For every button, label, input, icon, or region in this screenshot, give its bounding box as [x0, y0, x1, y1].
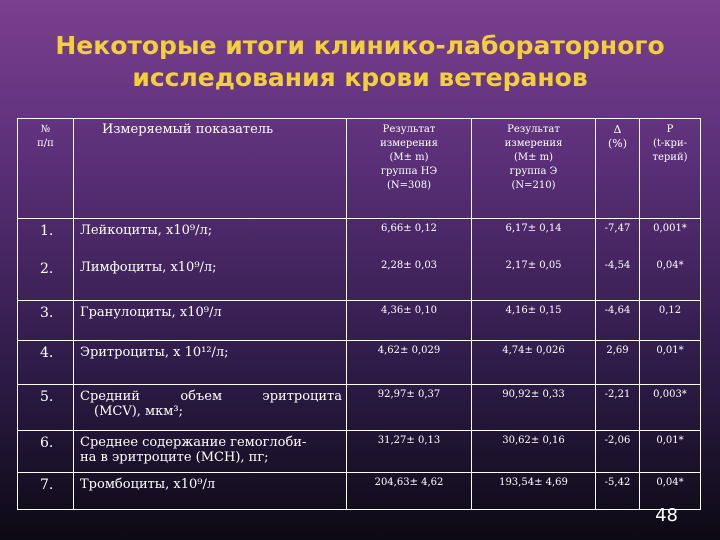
header-delta: Δ (%)	[595, 118, 640, 219]
row-number: 6.	[17, 430, 74, 473]
header-indicator: Измеряемый показатель	[73, 118, 347, 219]
page-number: 48	[655, 505, 678, 526]
row-result-ne: 6,66± 0,12 2,28± 0,03	[346, 218, 472, 301]
row-number: 1. 2.	[17, 218, 74, 301]
row-result-e: 193,54± 4,69	[471, 472, 596, 510]
row-result-ne: 92,97± 0,37	[346, 384, 472, 431]
table-row: 1. 2. Лейкоциты, х10⁹/л; Лимфоциты, х10⁹…	[17, 218, 701, 301]
row-delta: -5,42	[595, 472, 640, 510]
slide-title-line-2: исследования крови ветеранов	[132, 63, 588, 92]
header-number: № п/п	[17, 118, 74, 219]
row-number: 7.	[17, 472, 74, 510]
table-row: 6. Среднее содержание гемоглоби- на в эр…	[17, 430, 701, 473]
row-delta: -2,06	[595, 430, 640, 473]
row-result-e: 30,62± 0,16	[471, 430, 596, 473]
table-row: 7. Тромбоциты, х10⁹/л 204,63± 4,62 193,5…	[17, 472, 701, 510]
row-indicator: Тромбоциты, х10⁹/л	[73, 472, 347, 510]
table-row: 3. Гранулоциты, х10⁹/л 4,36± 0,10 4,16± …	[17, 300, 701, 341]
row-delta: -2,21	[595, 384, 640, 431]
row-result-ne: 4,62± 0,029	[346, 340, 472, 385]
row-delta: -7,47 -4,54	[595, 218, 640, 301]
row-p-value: 0,003*	[639, 384, 701, 431]
slide-title: Некоторые итоги клинико-лабораторного ис…	[0, 30, 720, 94]
table-header-row: № п/п Измеряемый показатель Результат из…	[17, 118, 701, 219]
row-result-e: 90,92± 0,33	[471, 384, 596, 431]
row-number: 5.	[17, 384, 74, 431]
row-indicator: Лейкоциты, х10⁹/л; Лимфоциты, х10⁹/л;	[73, 218, 347, 301]
row-number: 4.	[17, 340, 74, 385]
row-result-ne: 31,27± 0,13	[346, 430, 472, 473]
row-indicator: Эритроциты, х 10¹²/л;	[73, 340, 347, 385]
row-indicator: Средний объем эритроцита (MCV), мкм³;	[73, 384, 347, 431]
header-p-value: Р (t-кри- терий)	[639, 118, 701, 219]
row-result-ne: 204,63± 4,62	[346, 472, 472, 510]
row-p-value: 0,12	[639, 300, 701, 341]
row-number: 3.	[17, 300, 74, 341]
table-row: 5. Средний объем эритроцита (MCV), мкм³;…	[17, 384, 701, 431]
row-p-value: 0,01*	[639, 340, 701, 385]
row-p-value: 0,01*	[639, 430, 701, 473]
slide-title-line-1: Некоторые итоги клинико-лабораторного	[55, 31, 665, 60]
row-result-e: 4,74± 0,026	[471, 340, 596, 385]
row-delta: 2,69	[595, 340, 640, 385]
header-result-group-ne: Результат измерения (M± m) группа НЭ (N=…	[346, 118, 472, 219]
row-p-value: 0,04*	[639, 472, 701, 510]
row-result-ne: 4,36± 0,10	[346, 300, 472, 341]
results-table: № п/п Измеряемый показатель Результат из…	[17, 118, 701, 510]
row-indicator: Гранулоциты, х10⁹/л	[73, 300, 347, 341]
row-result-e: 4,16± 0,15	[471, 300, 596, 341]
row-delta: -4,64	[595, 300, 640, 341]
table-row: 4. Эритроциты, х 10¹²/л; 4,62± 0,029 4,7…	[17, 340, 701, 385]
header-result-group-e: Результат измерения (M± m) группа Э (N=2…	[471, 118, 596, 219]
row-p-value: 0,001* 0,04*	[639, 218, 701, 301]
row-result-e: 6,17± 0,14 2,17± 0,05	[471, 218, 596, 301]
row-indicator: Среднее содержание гемоглоби- на в эритр…	[73, 430, 347, 473]
